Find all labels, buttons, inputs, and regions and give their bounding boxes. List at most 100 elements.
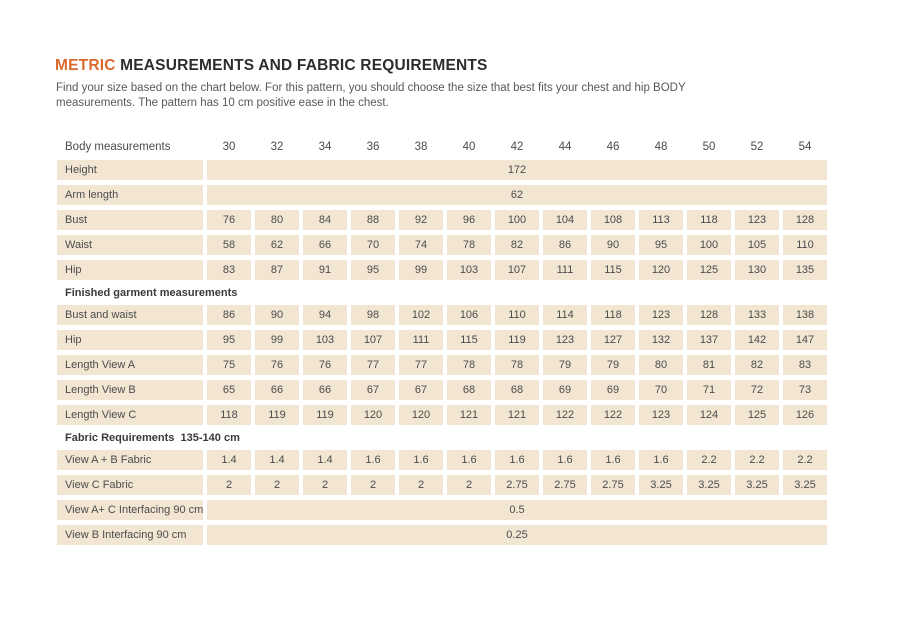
row-value: 137 bbox=[687, 330, 731, 350]
row-value: 94 bbox=[303, 305, 347, 325]
table-row: View A+ C Interfacing 90 cm 0.5 bbox=[57, 500, 827, 520]
table-row: Arm length 62 bbox=[57, 185, 827, 205]
row-value-spanning: 62 bbox=[207, 185, 827, 205]
row-value: 68 bbox=[495, 380, 539, 400]
row-value: 121 bbox=[495, 405, 539, 425]
row-value: 142 bbox=[735, 330, 779, 350]
row-value: 95 bbox=[351, 260, 395, 280]
row-value: 78 bbox=[495, 355, 539, 375]
size-column-header: 38 bbox=[414, 141, 428, 153]
row-value: 2 bbox=[399, 475, 443, 495]
row-value: 62 bbox=[255, 235, 299, 255]
row-label: View A + B Fabric bbox=[57, 450, 203, 470]
row-value: 86 bbox=[207, 305, 251, 325]
row-value: 102 bbox=[399, 305, 443, 325]
row-value: 122 bbox=[591, 405, 635, 425]
size-column-header: 46 bbox=[606, 141, 620, 153]
row-value: 77 bbox=[351, 355, 395, 375]
row-value: 3.25 bbox=[783, 475, 827, 495]
row-label: View C Fabric bbox=[57, 475, 203, 495]
row-value: 114 bbox=[543, 305, 587, 325]
table-row: Length View A 75 76 76 77 77 78 78 79 79 80 81 82 83 bbox=[57, 355, 827, 375]
row-value: 73 bbox=[783, 380, 827, 400]
table-row: Hip 95 99 103 107 111 115 119 123 127 132 137 142 147 bbox=[57, 330, 827, 350]
row-value: 76 bbox=[303, 355, 347, 375]
table-row: View B Interfacing 90 cm 0.25 bbox=[57, 525, 827, 545]
row-value: 133 bbox=[735, 305, 779, 325]
row-value: 80 bbox=[639, 355, 683, 375]
row-value: 2.75 bbox=[591, 475, 635, 495]
row-value: 68 bbox=[447, 380, 491, 400]
row-value: 1.4 bbox=[303, 450, 347, 470]
size-column-header: 40 bbox=[462, 141, 476, 153]
row-value: 115 bbox=[447, 330, 491, 350]
page-title: METRIC MEASUREMENTS AND FABRIC REQUIREME… bbox=[55, 57, 900, 75]
row-value: 1.4 bbox=[255, 450, 299, 470]
row-value: 103 bbox=[303, 330, 347, 350]
row-value: 100 bbox=[495, 210, 539, 230]
row-label: Bust and waist bbox=[57, 305, 203, 325]
table-row: Waist 58 62 66 70 74 78 82 86 90 95 100 105 110 bbox=[57, 235, 827, 255]
row-value: 84 bbox=[303, 210, 347, 230]
row-value: 120 bbox=[639, 260, 683, 280]
row-value: 66 bbox=[303, 235, 347, 255]
row-value: 91 bbox=[303, 260, 347, 280]
row-value: 69 bbox=[591, 380, 635, 400]
row-value: 88 bbox=[351, 210, 395, 230]
row-value: 135 bbox=[783, 260, 827, 280]
row-value: 75 bbox=[207, 355, 251, 375]
row-label: Length View C bbox=[57, 405, 203, 425]
row-value: 118 bbox=[591, 305, 635, 325]
row-value: 138 bbox=[783, 305, 827, 325]
row-value: 71 bbox=[687, 380, 731, 400]
row-value: 2 bbox=[255, 475, 299, 495]
page-subtitle: Find your size based on the chart below.… bbox=[56, 81, 900, 111]
row-value: 95 bbox=[207, 330, 251, 350]
measurements-table: Body measurements 30 32 34 36 38 40 42 44 46 48 50… bbox=[57, 139, 827, 545]
row-value: 121 bbox=[447, 405, 491, 425]
row-value: 72 bbox=[735, 380, 779, 400]
section-heading: Fabric Requirements 135-140 cm bbox=[65, 432, 240, 444]
table-row: View C Fabric 2 2 2 2 2 2 2.75 2.75 2.75 3.25 3.25 3… bbox=[57, 475, 827, 495]
row-value: 70 bbox=[639, 380, 683, 400]
row-value: 123 bbox=[543, 330, 587, 350]
row-value: 1.4 bbox=[207, 450, 251, 470]
row-value: 1.6 bbox=[399, 450, 443, 470]
row-value: 100 bbox=[687, 235, 731, 255]
row-label: Height bbox=[57, 160, 203, 180]
row-value: 69 bbox=[543, 380, 587, 400]
row-value: 3.25 bbox=[639, 475, 683, 495]
row-value: 98 bbox=[351, 305, 395, 325]
row-value: 76 bbox=[255, 355, 299, 375]
row-label: Bust bbox=[57, 210, 203, 230]
row-value: 90 bbox=[255, 305, 299, 325]
subtitle-line-1: Find your size based on the chart below.… bbox=[56, 82, 686, 94]
row-value-spanning: 0.5 bbox=[207, 500, 827, 520]
row-value: 92 bbox=[399, 210, 443, 230]
row-label: View A+ C Interfacing 90 cm bbox=[57, 500, 203, 520]
row-value-spanning: 172 bbox=[207, 160, 827, 180]
row-value: 67 bbox=[399, 380, 443, 400]
row-value: 125 bbox=[735, 405, 779, 425]
row-label: Waist bbox=[57, 235, 203, 255]
row-value: 78 bbox=[447, 355, 491, 375]
row-value: 115 bbox=[591, 260, 635, 280]
row-value: 58 bbox=[207, 235, 251, 255]
row-value: 128 bbox=[687, 305, 731, 325]
row-value: 2.2 bbox=[687, 450, 731, 470]
row-value: 95 bbox=[639, 235, 683, 255]
row-label: Length View A bbox=[57, 355, 203, 375]
row-label: Hip bbox=[57, 330, 203, 350]
row-value: 3.25 bbox=[735, 475, 779, 495]
row-value: 123 bbox=[639, 305, 683, 325]
size-column-header: 50 bbox=[702, 141, 716, 153]
row-value-spanning: 0.25 bbox=[207, 525, 827, 545]
row-value: 77 bbox=[399, 355, 443, 375]
row-value: 83 bbox=[207, 260, 251, 280]
row-value: 79 bbox=[543, 355, 587, 375]
row-value: 123 bbox=[735, 210, 779, 230]
row-value: 124 bbox=[687, 405, 731, 425]
row-value: 1.6 bbox=[639, 450, 683, 470]
row-value: 83 bbox=[783, 355, 827, 375]
row-value: 82 bbox=[495, 235, 539, 255]
